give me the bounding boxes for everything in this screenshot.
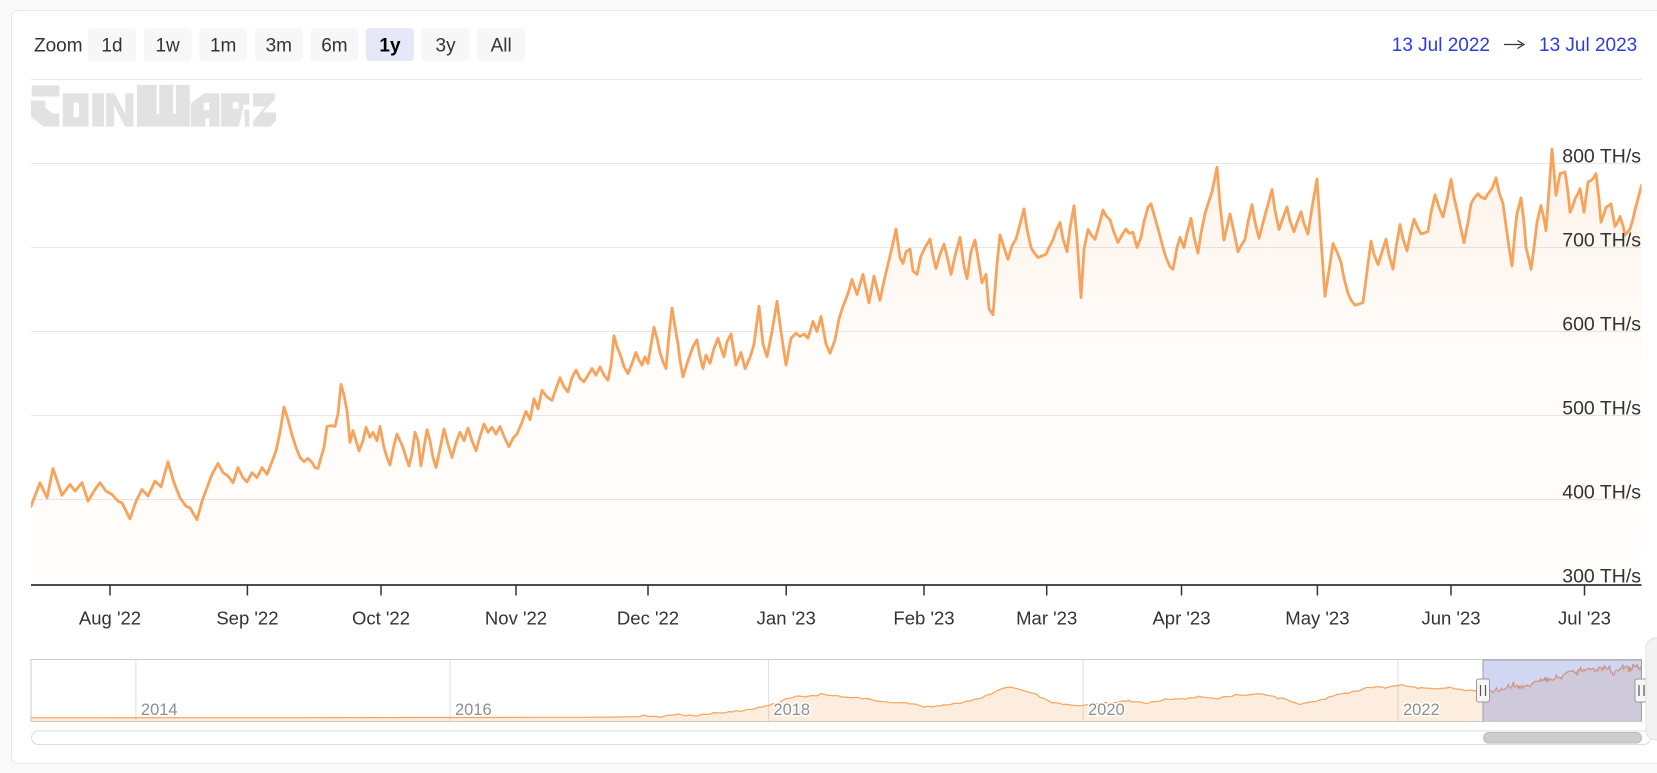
svg-text:400 TH/s: 400 TH/s	[1562, 482, 1641, 504]
svg-text:Oct '22: Oct '22	[352, 608, 410, 629]
svg-text:1w: 1w	[155, 36, 180, 57]
svg-text:Zoom: Zoom	[34, 36, 83, 57]
svg-text:Jun '23: Jun '23	[1421, 608, 1480, 629]
svg-text:2016: 2016	[455, 701, 492, 719]
svg-text:1y: 1y	[379, 36, 401, 57]
svg-text:13 Jul 2023: 13 Jul 2023	[1539, 35, 1637, 56]
svg-text:Aug '22: Aug '22	[79, 608, 141, 629]
svg-text:3y: 3y	[436, 36, 457, 57]
svg-text:Mar '23: Mar '23	[1016, 608, 1077, 629]
svg-text:Jan '23: Jan '23	[757, 608, 816, 629]
svg-text:2018: 2018	[773, 701, 810, 719]
svg-text:3m: 3m	[266, 36, 292, 57]
svg-text:700 TH/s: 700 TH/s	[1562, 230, 1641, 252]
svg-text:Apr '23: Apr '23	[1152, 608, 1210, 629]
svg-text:2022: 2022	[1403, 701, 1440, 719]
svg-text:1d: 1d	[101, 36, 122, 57]
svg-text:500 TH/s: 500 TH/s	[1562, 398, 1641, 420]
svg-text:600 TH/s: 600 TH/s	[1562, 314, 1641, 336]
svg-text:13 Jul 2022: 13 Jul 2022	[1392, 35, 1490, 56]
svg-text:Sep '22: Sep '22	[216, 608, 278, 629]
svg-text:2014: 2014	[141, 701, 178, 719]
svg-text:All: All	[491, 36, 512, 57]
svg-text:Feb '23: Feb '23	[893, 608, 954, 629]
svg-text:Nov '22: Nov '22	[485, 608, 547, 629]
svg-text:Jul '23: Jul '23	[1558, 608, 1611, 629]
svg-text:May '23: May '23	[1285, 608, 1349, 629]
svg-text:2020: 2020	[1088, 701, 1125, 719]
svg-text:1m: 1m	[210, 36, 236, 57]
svg-text:Dec '22: Dec '22	[617, 608, 679, 629]
svg-text:6m: 6m	[321, 36, 347, 57]
svg-text:800 TH/s: 800 TH/s	[1562, 146, 1641, 168]
